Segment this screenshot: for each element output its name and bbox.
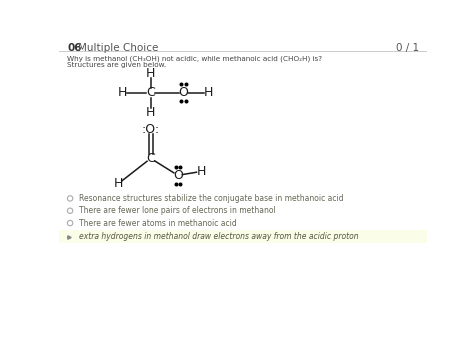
Text: H: H <box>113 177 123 190</box>
Text: There are fewer lone pairs of electrons in methanol: There are fewer lone pairs of electrons … <box>80 206 276 215</box>
FancyBboxPatch shape <box>59 230 427 243</box>
Text: H: H <box>196 165 206 178</box>
Text: extra hydrogens in methanol draw electrons away from the acidic proton: extra hydrogens in methanol draw electro… <box>80 232 359 241</box>
Text: H: H <box>118 86 128 99</box>
Text: Multiple Choice: Multiple Choice <box>78 42 158 53</box>
Text: Resonance structures stabilize the conjugate base in methanoic acid: Resonance structures stabilize the conju… <box>80 194 344 203</box>
Text: :O:: :O: <box>142 122 160 135</box>
Text: Why is methanol (CH₃OH) not acidic, while methanoic acid (CHO₂H) is?: Why is methanol (CH₃OH) not acidic, whil… <box>67 55 322 61</box>
Text: H: H <box>204 86 213 99</box>
Text: 06: 06 <box>67 42 82 53</box>
Text: 0 / 1: 0 / 1 <box>396 42 419 53</box>
Text: H: H <box>146 106 155 119</box>
Text: Structures are given below.: Structures are given below. <box>67 62 166 68</box>
Text: There are fewer atoms in methanoic acid: There are fewer atoms in methanoic acid <box>80 219 237 227</box>
Text: O: O <box>173 169 183 182</box>
Text: H: H <box>146 67 155 80</box>
Text: C: C <box>146 86 155 99</box>
Text: C: C <box>146 152 155 165</box>
Text: O: O <box>178 86 188 99</box>
